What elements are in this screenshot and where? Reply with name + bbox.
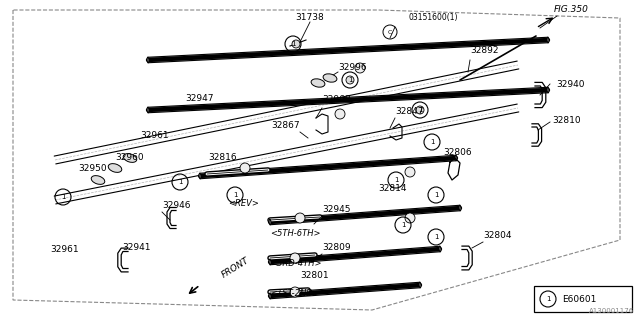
Text: 32996: 32996: [338, 63, 367, 72]
Circle shape: [335, 109, 345, 119]
Text: 31738: 31738: [296, 13, 324, 22]
Text: A130001176: A130001176: [589, 308, 634, 314]
Text: 32941: 32941: [122, 243, 150, 252]
Circle shape: [290, 287, 300, 297]
Text: 32867: 32867: [271, 121, 300, 130]
Text: 32814: 32814: [378, 184, 406, 193]
Text: 1: 1: [233, 192, 237, 198]
Ellipse shape: [439, 246, 441, 252]
Text: 32809: 32809: [322, 243, 351, 252]
Ellipse shape: [459, 205, 461, 211]
Text: FIG.350: FIG.350: [554, 5, 589, 14]
Circle shape: [346, 76, 354, 84]
Text: 32810: 32810: [552, 116, 580, 124]
Ellipse shape: [419, 282, 421, 288]
Ellipse shape: [269, 219, 271, 225]
Text: 32816: 32816: [208, 153, 237, 162]
Circle shape: [240, 163, 250, 173]
Text: 1: 1: [434, 192, 438, 198]
Text: 32950: 32950: [78, 164, 107, 173]
Text: 32801: 32801: [300, 271, 328, 280]
Text: 32847: 32847: [395, 107, 424, 116]
Text: <5TH-6TH>: <5TH-6TH>: [270, 229, 321, 238]
Text: 32892: 32892: [470, 46, 499, 55]
Circle shape: [405, 213, 415, 223]
Bar: [534, 286, 632, 312]
Text: C: C: [388, 29, 392, 35]
Circle shape: [405, 167, 415, 177]
Ellipse shape: [199, 173, 201, 179]
Ellipse shape: [108, 164, 122, 172]
Text: 1: 1: [434, 234, 438, 240]
Ellipse shape: [147, 107, 149, 113]
Text: 1: 1: [291, 41, 295, 47]
Text: E60601: E60601: [562, 294, 596, 303]
Circle shape: [355, 63, 365, 73]
Ellipse shape: [92, 176, 105, 184]
Text: 32946: 32946: [162, 201, 191, 210]
Ellipse shape: [269, 259, 271, 265]
Text: 32804: 32804: [483, 231, 511, 240]
Circle shape: [290, 253, 300, 263]
Text: 03151600(1): 03151600(1): [408, 13, 458, 22]
Ellipse shape: [455, 155, 457, 161]
Circle shape: [295, 213, 305, 223]
Circle shape: [416, 106, 424, 114]
Text: 1: 1: [546, 296, 550, 302]
Text: 32945: 32945: [322, 205, 351, 214]
Text: <REV>: <REV>: [228, 199, 259, 208]
Text: 1: 1: [178, 179, 182, 185]
Ellipse shape: [311, 79, 325, 87]
Ellipse shape: [547, 37, 549, 43]
Text: 32940: 32940: [556, 79, 584, 89]
Text: 32960: 32960: [115, 153, 143, 162]
Text: 1: 1: [61, 194, 65, 200]
Text: 1: 1: [394, 177, 398, 183]
Ellipse shape: [147, 57, 149, 63]
Text: FRONT: FRONT: [220, 256, 251, 280]
Text: 1: 1: [429, 139, 435, 145]
Text: 32947: 32947: [185, 94, 214, 103]
Text: 1: 1: [401, 222, 405, 228]
Text: 1: 1: [418, 107, 422, 113]
Text: <1ST-2ND>: <1ST-2ND>: [270, 289, 320, 298]
Text: 32968: 32968: [322, 95, 351, 104]
Ellipse shape: [124, 154, 137, 162]
Ellipse shape: [269, 293, 271, 299]
Text: 32961: 32961: [50, 245, 79, 254]
Text: <3RD-4TH>: <3RD-4TH>: [270, 259, 321, 268]
Text: 1: 1: [348, 77, 352, 83]
Ellipse shape: [547, 87, 549, 93]
Circle shape: [292, 40, 300, 48]
Ellipse shape: [323, 74, 337, 82]
Text: 32806: 32806: [443, 148, 472, 157]
Text: 32961: 32961: [140, 131, 168, 140]
